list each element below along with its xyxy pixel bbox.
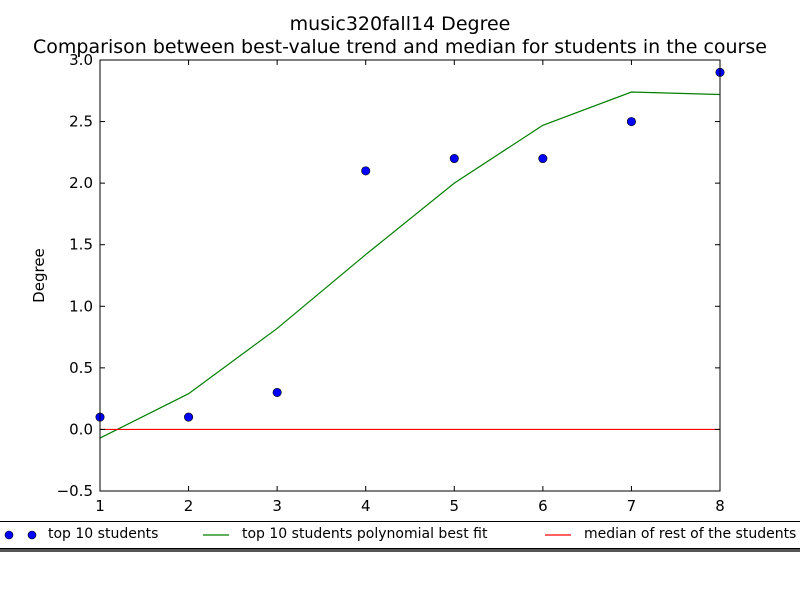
y-tick-label: 1.0 (69, 297, 93, 315)
x-tick-label: 4 (361, 497, 371, 515)
legend-marker-top10 (4, 530, 14, 540)
plot-frame (99, 59, 721, 492)
legend-marker-top10 (27, 530, 37, 540)
y-tick-label: −0.5 (57, 482, 93, 500)
data-point (538, 154, 548, 164)
data-point (449, 154, 459, 164)
y-tick-label: 0.5 (69, 359, 93, 377)
x-tick-label: 3 (272, 497, 282, 515)
x-tick-label: 8 (715, 497, 725, 515)
x-tick-label: 1 (95, 497, 105, 515)
chart-subtitle: Comparison between best-value trend and … (33, 36, 767, 58)
x-tick-label: 5 (450, 497, 460, 515)
x-tick-label: 2 (184, 497, 194, 515)
y-tick-label: 2.5 (69, 113, 93, 131)
data-point (626, 117, 636, 127)
chart-title: music320fall14 Degree (289, 13, 511, 35)
legend-label-median: median of rest of the students (584, 526, 797, 542)
y-tick-label: 1.5 (69, 236, 93, 254)
x-tick-label: 6 (538, 497, 548, 515)
y-tick-label: 3.0 (69, 51, 93, 69)
series-line-1 (99, 91, 721, 439)
data-point (272, 387, 282, 397)
y-tick-label: 2.0 (69, 174, 93, 192)
data-point (361, 166, 371, 176)
legend-label-fit: top 10 students polynomial best fit (242, 526, 488, 542)
y-tick-label: 0.0 (69, 420, 93, 438)
y-axis-label: Degree (30, 248, 48, 303)
legend: top 10 students top 10 students polynomi… (0, 521, 800, 549)
legend-label-top10: top 10 students (48, 526, 159, 542)
x-tick-label: 7 (627, 497, 637, 515)
data-point (184, 412, 194, 422)
